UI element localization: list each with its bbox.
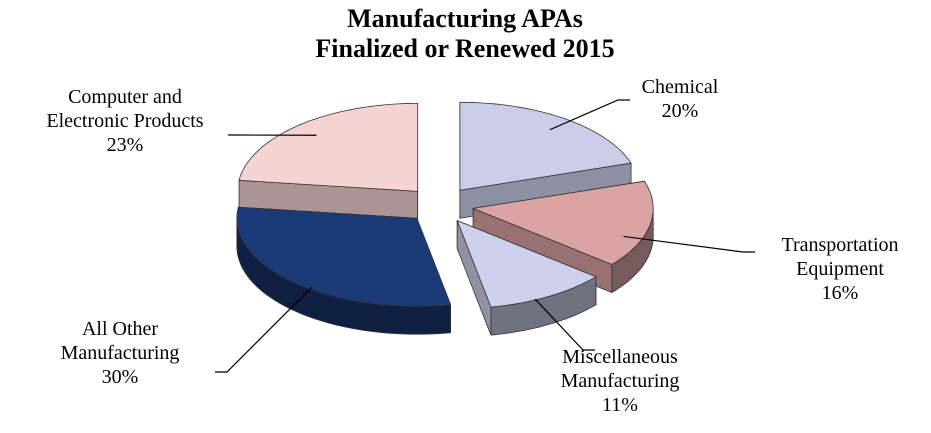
leader-line bbox=[623, 235, 755, 253]
category-label: Chemical bbox=[641, 76, 719, 98]
slice-top bbox=[459, 101, 632, 191]
category-label: All Other Manufacturing bbox=[60, 318, 180, 364]
leader-line bbox=[549, 99, 630, 131]
data-label: Miscellaneous Manufacturing 11% bbox=[540, 345, 700, 417]
slice bbox=[236, 206, 452, 335]
slice-top bbox=[456, 219, 597, 308]
value-label: 11% bbox=[602, 394, 638, 416]
category-label: Transportation Equipment bbox=[781, 234, 899, 280]
data-label: Transportation Equipment 16% bbox=[765, 233, 915, 305]
leader-line bbox=[534, 298, 595, 351]
category-label: Miscellaneous Manufacturing bbox=[560, 346, 680, 392]
slice-top bbox=[236, 206, 452, 307]
slice bbox=[456, 219, 597, 336]
value-label: 20% bbox=[661, 100, 699, 122]
data-label: Computer and Electronic Products 23% bbox=[25, 85, 225, 157]
data-label: All Other Manufacturing 30% bbox=[45, 317, 195, 389]
value-label: 30% bbox=[101, 366, 139, 388]
data-label: Chemical 20% bbox=[610, 75, 750, 123]
category-label: Computer and Electronic Products bbox=[46, 86, 204, 132]
leader-line bbox=[215, 286, 313, 373]
value-label: 23% bbox=[106, 134, 144, 156]
chart-title: Manufacturing APAs Finalized or Renewed … bbox=[315, 4, 615, 63]
value-label: 16% bbox=[821, 282, 859, 304]
slice bbox=[238, 102, 419, 220]
slice-top bbox=[238, 102, 419, 192]
slice-top bbox=[471, 180, 654, 265]
